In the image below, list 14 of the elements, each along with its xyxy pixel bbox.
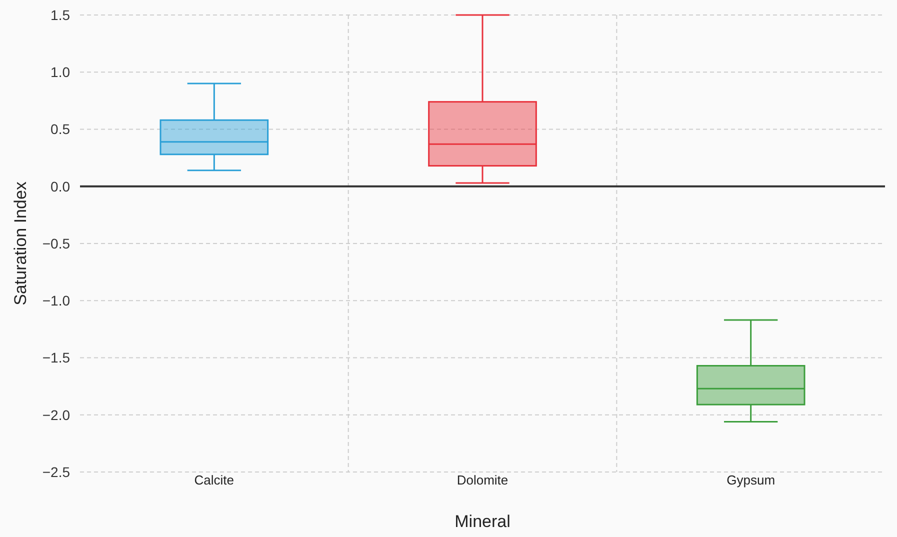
y-tick-label: −1.5 [42,350,70,366]
y-axis-title: Saturation Index [11,181,30,306]
y-tick-label: 0.5 [50,121,70,138]
y-tick-label: 1.5 [50,6,70,23]
x-tick-label: Gypsum [726,472,776,488]
y-tick-label: −0.5 [42,235,70,252]
x-axis-title: Mineral [454,512,510,531]
y-tick-label: 0.0 [50,178,70,194]
y-tick-label: −2.5 [42,464,70,480]
y-tick-label: −2.0 [42,406,70,423]
x-tick-label: Calcite [194,472,234,488]
y-tick-label: −1.0 [42,292,70,309]
y-tick-label: 1.0 [50,64,70,80]
x-tick-label: Dolomite [456,472,508,488]
